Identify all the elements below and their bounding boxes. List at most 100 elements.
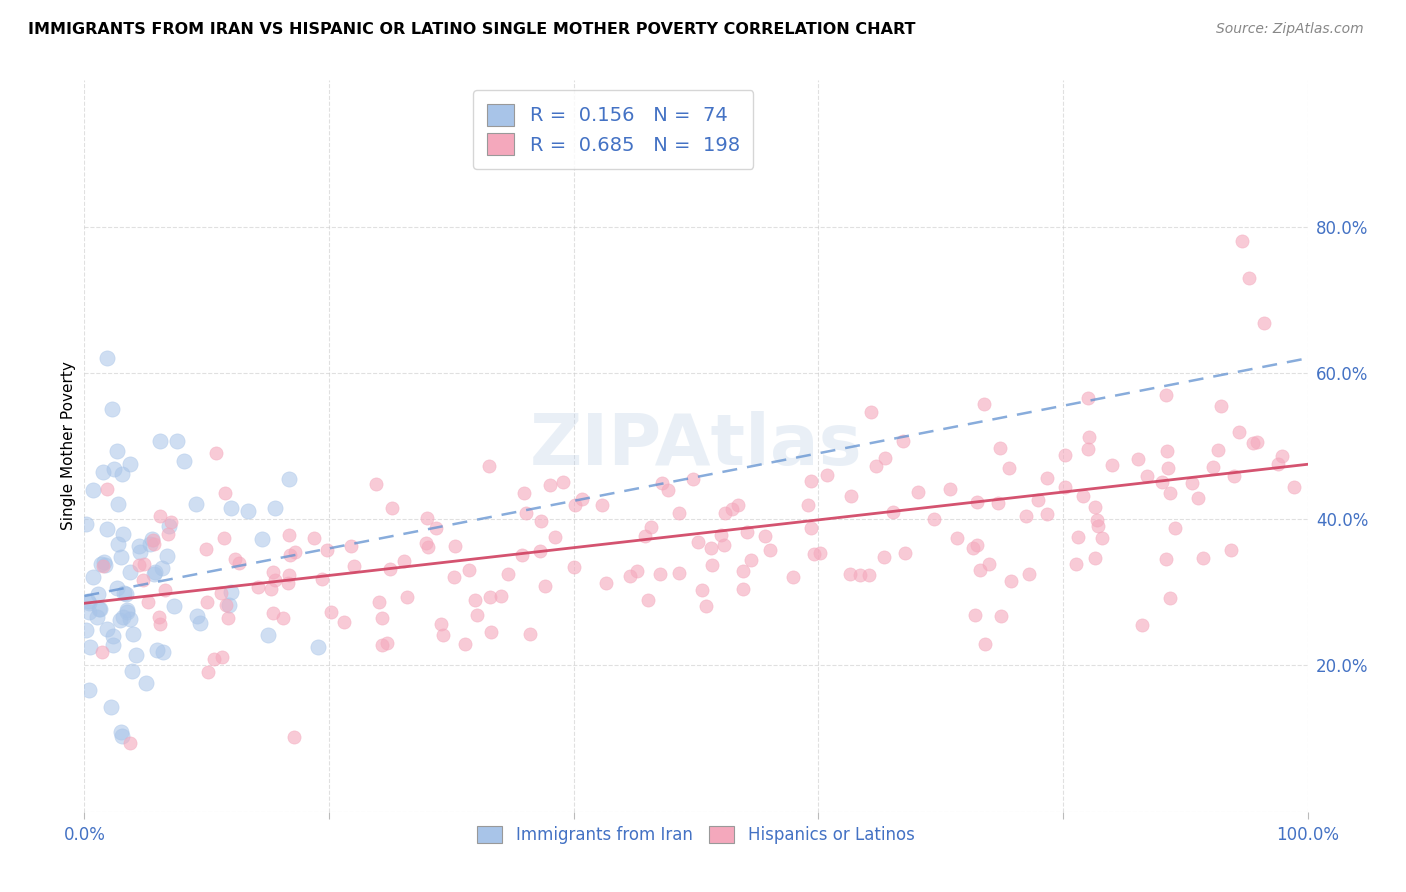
Point [1267,457,1289,471]
Point [1164,521,1187,535]
Point [129,544,152,558]
Point [381,501,404,516]
Point [695,599,717,613]
Point [212,531,235,545]
Point [380,562,402,576]
Point [221,501,243,516]
Point [277,575,299,590]
Point [1067,530,1090,544]
Text: IMMIGRANTS FROM IRAN VS HISPANIC OR LATINO SINGLE MOTHER POVERTY CORRELATION CHA: IMMIGRANTS FROM IRAN VS HISPANIC OR LATI… [28,22,915,37]
Point [219,584,242,599]
Point [217,610,239,624]
Point [204,446,226,460]
Point [138,595,160,609]
Text: ZIPAtlas: ZIPAtlas [530,411,862,481]
Point [759,543,782,558]
Point [513,485,536,500]
Point [263,500,285,515]
Point [530,514,553,528]
Point [510,548,533,562]
Point [534,579,557,593]
Point [283,730,305,744]
Point [815,468,838,483]
Point [82,483,104,497]
Point [77,605,100,619]
Point [966,538,988,552]
Point [101,401,124,416]
Point [156,526,179,541]
Point [215,598,238,612]
Point [364,477,387,491]
Point [1156,444,1178,458]
Point [564,499,586,513]
Point [395,590,418,604]
Point [1054,480,1077,494]
Point [121,665,143,679]
Point [79,640,101,654]
Point [1181,475,1204,490]
Point [1219,542,1241,557]
Point [1154,551,1177,566]
Point [101,629,124,643]
Point [529,544,551,558]
Point [464,593,486,607]
Point [111,467,134,481]
Point [1084,550,1107,565]
Point [668,506,690,520]
Point [432,628,454,642]
Point [425,521,447,535]
Point [973,637,995,651]
Point [619,569,641,583]
Point [186,609,208,624]
Point [264,573,287,587]
Point [195,595,218,609]
Point [112,610,135,624]
Point [142,537,165,551]
Point [101,638,124,652]
Point [515,506,537,520]
Point [284,545,307,559]
Point [496,566,519,581]
Point [110,724,132,739]
Point [105,581,128,595]
Point [700,558,723,572]
Point [77,596,100,610]
Point [963,608,986,623]
Point [1187,491,1209,506]
Point [1191,550,1213,565]
Point [478,459,501,474]
Point [988,441,1011,455]
Point [544,530,567,544]
Point [188,616,211,631]
Point [800,474,823,488]
Point [1222,468,1244,483]
Point [839,566,862,581]
Point [688,535,710,549]
Point [1159,486,1181,500]
Point [973,396,995,410]
Point [1253,316,1275,330]
Point [648,566,671,581]
Point [157,518,180,533]
Point [166,434,188,449]
Point [1101,458,1123,472]
Point [740,553,762,567]
Point [907,485,929,500]
Point [195,542,218,557]
Point [1015,508,1038,523]
Point [416,541,439,555]
Point [370,638,392,652]
Point [735,525,758,540]
Point [122,627,145,641]
Point [1201,459,1223,474]
Point [990,609,1012,624]
Point [311,572,333,586]
Point [197,665,219,679]
Point [939,482,962,496]
Point [142,566,165,581]
Point [228,557,250,571]
Point [149,508,172,523]
Point [430,617,453,632]
Point [90,557,112,571]
Point [278,548,301,562]
